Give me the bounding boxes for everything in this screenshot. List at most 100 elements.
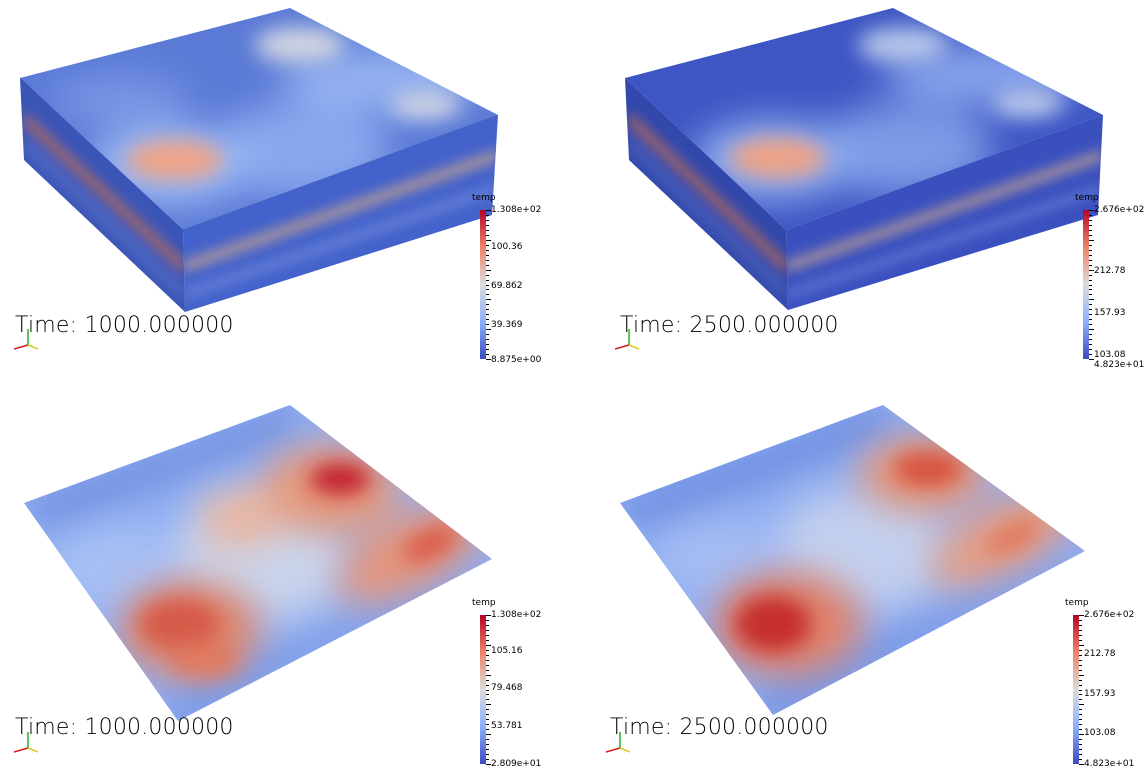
colorbar-tick	[486, 329, 491, 331]
colorbar-tick	[486, 764, 491, 765]
colorbar-label-max: 2.676e+02	[1084, 610, 1135, 620]
colorbar-tick	[486, 299, 491, 301]
colorbar-tick	[486, 679, 489, 681]
temperature-surface-render[interactable]	[573, 389, 1146, 778]
colorbar-tick	[1079, 684, 1082, 686]
temperature-box-render[interactable]	[0, 0, 573, 389]
temperature-box-render[interactable]	[573, 0, 1146, 389]
colorbar: temp 2.676e+02 212.78 157.93 103.08 4.82…	[1065, 598, 1146, 773]
colorbar-tick	[486, 649, 489, 651]
colorbar: temp 1.308e+02 100.36 69.862 39.369 8.87…	[472, 193, 553, 368]
colorbar-tick	[486, 249, 489, 251]
colorbar-tick	[486, 304, 489, 306]
colorbar-tick	[486, 349, 489, 351]
colorbar-tick	[486, 759, 489, 761]
colorbar-label: 105.16	[491, 646, 523, 656]
colorbar-tick	[486, 734, 491, 736]
colorbar-tick	[486, 634, 489, 636]
colorbar-tick	[1079, 749, 1082, 751]
xyz-axes-icon	[605, 732, 631, 753]
colorbar-tick	[486, 724, 489, 726]
colorbar-tick	[1079, 699, 1082, 701]
colorbar-tick	[1079, 764, 1084, 765]
colorbar-tick	[1089, 319, 1092, 321]
colorbar-label: 103.08	[1094, 350, 1126, 360]
colorbar-tick	[486, 729, 489, 731]
colorbar-tick	[486, 254, 489, 256]
colorbar-tick	[1089, 244, 1092, 246]
colorbar-tick	[1089, 324, 1092, 326]
panel-top-right: Time: 2500.000000 temp 2.676e+02 212.78 …	[573, 0, 1146, 389]
colorbar-tick	[486, 269, 491, 271]
colorbar-tick	[486, 704, 491, 706]
colorbar-tick	[486, 264, 489, 266]
time-label: Time: 2500.000000	[610, 715, 829, 740]
colorbar-tick	[486, 210, 491, 211]
colorbar-tick	[486, 294, 489, 296]
colorbar-tick	[486, 324, 489, 326]
colorbar-tick	[486, 674, 491, 676]
colorbar-label: 53.781	[491, 721, 523, 731]
xyz-axes-icon	[13, 732, 39, 753]
colorbar-tick	[486, 219, 489, 221]
colorbar-tick	[486, 754, 489, 756]
colorbar-tick	[486, 714, 489, 716]
colorbar-tick	[1079, 619, 1082, 621]
colorbar-tick	[1089, 234, 1092, 236]
colorbar-gradient	[480, 210, 486, 359]
colorbar-label-min: 4.823e+01	[1094, 360, 1145, 370]
colorbar-label-max: 1.308e+02	[491, 205, 542, 215]
colorbar-label: 69.862	[491, 281, 523, 291]
colorbar-tick	[1079, 649, 1082, 651]
colorbar-label: 100.36	[491, 242, 523, 252]
colorbar-tick	[1089, 269, 1094, 271]
colorbar-tick	[1089, 344, 1092, 346]
colorbar-tick	[1079, 694, 1082, 696]
colorbar-tick	[486, 699, 489, 701]
colorbar-tick	[486, 354, 489, 356]
colorbar-tick	[1089, 294, 1092, 296]
colorbar-tick	[1089, 224, 1092, 226]
colorbar-title: temp	[1065, 598, 1089, 608]
colorbar-tick	[1089, 349, 1092, 351]
colorbar-tick	[486, 615, 491, 616]
colorbar-tick	[486, 234, 489, 236]
colorbar-tick	[1079, 704, 1084, 706]
time-label: Time: 1000.000000	[15, 715, 234, 740]
colorbar-tick	[1079, 719, 1082, 721]
colorbar-title: temp	[1075, 193, 1099, 203]
colorbar-tick	[1089, 354, 1092, 356]
colorbar-tick	[1079, 624, 1082, 626]
colorbar-tick	[486, 659, 489, 661]
colorbar-tick	[486, 344, 489, 346]
colorbar-label-max: 2.676e+02	[1094, 205, 1145, 215]
colorbar-tick	[486, 214, 489, 216]
colorbar-tick	[486, 744, 489, 746]
colorbar: temp 1.308e+02 105.16 79.468 53.781 2.80…	[472, 598, 553, 773]
colorbar-tick	[1079, 654, 1082, 656]
colorbar-tick	[486, 689, 489, 691]
colorbar-tick	[1079, 679, 1082, 681]
colorbar-label: 103.08	[1084, 728, 1116, 738]
colorbar-tick	[1089, 239, 1094, 241]
colorbar-label-max: 1.308e+02	[491, 610, 542, 620]
colorbar-tick	[486, 314, 489, 316]
colorbar-tick	[1089, 259, 1092, 261]
colorbar-tick	[486, 654, 489, 656]
colorbar-tick	[1079, 709, 1082, 711]
colorbar-tick	[486, 709, 489, 711]
temperature-surface-render[interactable]	[0, 389, 573, 778]
colorbar-label: 39.369	[491, 320, 523, 330]
colorbar-tick	[1089, 214, 1092, 216]
colorbar-tick	[1079, 634, 1082, 636]
colorbar-tick	[1079, 629, 1082, 631]
colorbar-tick	[486, 644, 491, 646]
colorbar-tick	[1089, 274, 1092, 276]
colorbar-tick	[1089, 284, 1092, 286]
colorbar-gradient	[480, 615, 486, 764]
colorbar-tick	[486, 684, 489, 686]
colorbar-gradient	[1073, 615, 1079, 764]
colorbar-tick	[1089, 279, 1092, 281]
colorbar-tick	[1089, 210, 1094, 211]
colorbar-label: 157.93	[1084, 689, 1116, 699]
